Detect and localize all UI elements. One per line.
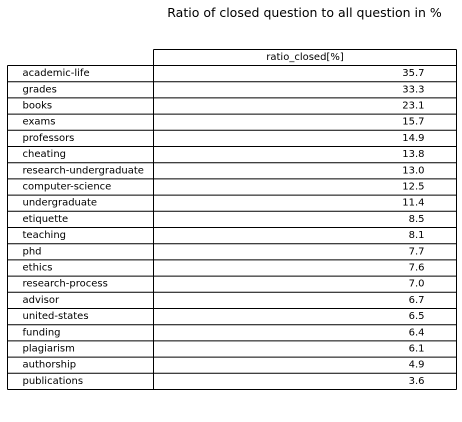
row-value: 8.5 — [409, 214, 425, 225]
row-label: books — [23, 101, 53, 112]
row-value: 35.7 — [402, 68, 424, 79]
row-value: 33.3 — [402, 84, 424, 95]
row-value: 23.1 — [402, 101, 424, 112]
row-label: research-process — [23, 279, 108, 290]
row-value: 14.9 — [402, 133, 424, 144]
row-value: 4.9 — [409, 360, 425, 371]
row-label: ethics — [23, 263, 53, 274]
row-label: professors — [23, 133, 75, 144]
row-value: 15.7 — [402, 117, 424, 128]
row-label: academic-life — [23, 68, 90, 79]
row-value: 8.1 — [409, 230, 425, 241]
row-label: teaching — [23, 230, 67, 241]
row-value: 6.5 — [409, 311, 425, 322]
row-value: 7.0 — [409, 279, 425, 290]
row-label: research-undergraduate — [23, 165, 144, 176]
table-grid — [7, 49, 457, 390]
row-label: undergraduate — [23, 198, 98, 209]
row-label: plagiarism — [23, 344, 75, 355]
row-label: advisor — [23, 295, 61, 306]
row-label: exams — [23, 117, 56, 128]
row-value: 3.6 — [409, 376, 425, 387]
table-text: ratio_closed[%] academic-life 35.7 grades 33… — [23, 52, 425, 387]
row-label: grades — [23, 84, 57, 95]
row-label: united-states — [23, 311, 89, 322]
chart-title: Ratio of closed question to all question… — [167, 5, 442, 20]
row-label: cheating — [23, 149, 67, 160]
row-value: 6.1 — [409, 344, 425, 355]
row-label: computer-science — [23, 182, 112, 193]
row-label: etiquette — [23, 214, 69, 225]
row-value: 7.7 — [409, 246, 425, 257]
row-value: 6.4 — [409, 327, 425, 338]
row-value: 12.5 — [402, 182, 424, 193]
row-value: 11.4 — [402, 198, 424, 209]
row-value: 6.7 — [409, 295, 425, 306]
row-value: 13.0 — [402, 165, 424, 176]
row-value: 13.8 — [402, 149, 424, 160]
row-value: 7.6 — [409, 263, 425, 274]
row-label: publications — [23, 376, 84, 387]
row-label: funding — [23, 327, 61, 338]
row-label: phd — [23, 246, 42, 257]
row-label: authorship — [23, 360, 77, 371]
column-header: ratio_closed[%] — [266, 52, 344, 63]
